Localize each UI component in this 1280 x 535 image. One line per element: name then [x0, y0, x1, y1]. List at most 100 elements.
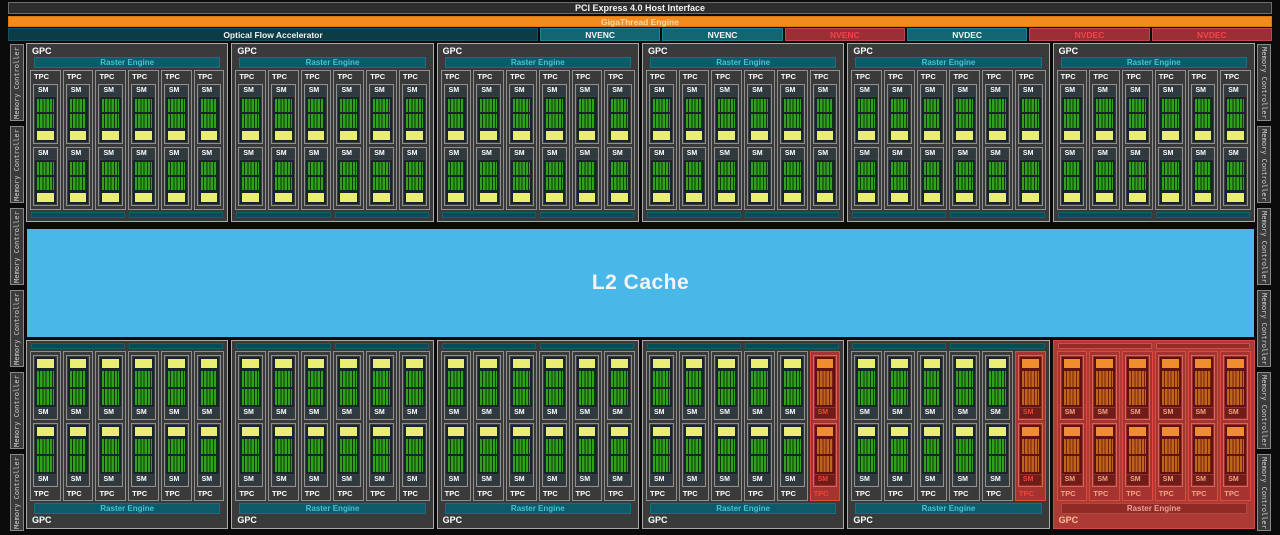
core-grid-row	[200, 114, 218, 128]
sm-label: SM	[445, 407, 467, 418]
core-grid-row	[1194, 114, 1212, 128]
core-grid-row	[69, 114, 87, 128]
cache-band	[1194, 193, 1212, 202]
strip-row	[236, 212, 429, 218]
sm-label: SM	[576, 407, 598, 418]
cache-band	[405, 130, 423, 140]
polymorph-strip	[1057, 212, 1152, 218]
core-array	[650, 357, 672, 407]
memory-controller-label: Memory Controller	[13, 46, 21, 119]
core-grid-row	[340, 456, 358, 472]
sm-label: SM	[650, 86, 672, 96]
tpc-column: TPC SM SM	[333, 70, 365, 210]
cache-band	[447, 359, 465, 368]
cache-band	[989, 359, 1006, 368]
cache-band	[167, 426, 185, 436]
core-array	[478, 357, 500, 407]
gpc-label: GPC	[853, 46, 873, 56]
cache-band	[891, 426, 908, 436]
tpc-label: TPC	[239, 489, 255, 498]
core-array	[921, 97, 943, 142]
tpc-column: SM SM TPC	[300, 351, 332, 501]
sm-stack: SM SM	[1156, 83, 1185, 209]
core-grid-row	[783, 161, 801, 175]
tpc-column: TPC SM SM	[538, 70, 570, 210]
sm-block: SM	[574, 146, 600, 206]
core-array	[814, 357, 836, 407]
core-grid-row	[513, 371, 530, 387]
core-array	[240, 159, 262, 204]
core-grid-row	[1161, 99, 1179, 113]
cache-band	[545, 130, 563, 140]
sm-label: SM	[1159, 475, 1181, 485]
polymorph-strip	[1155, 212, 1250, 218]
core-grid-row	[1096, 371, 1114, 387]
core-grid-row	[923, 371, 941, 387]
cache-band	[1021, 426, 1039, 436]
strip-row	[441, 343, 634, 349]
cache-band	[102, 130, 120, 140]
core-array	[165, 159, 187, 204]
sm-block: SM	[1092, 84, 1118, 144]
core-grid-row	[373, 176, 390, 190]
sm-label: SM	[814, 475, 836, 485]
cache-band	[1227, 130, 1244, 140]
core-array	[67, 97, 89, 142]
core-array	[240, 97, 262, 142]
core-grid-row	[891, 176, 908, 190]
sm-label: SM	[650, 475, 672, 485]
polymorph-strip	[441, 343, 536, 349]
tpc-column: TPC SM SM	[604, 70, 635, 210]
sm-label: SM	[1159, 86, 1181, 96]
sm-block: SM	[854, 422, 880, 487]
tpc-row: SM SM TPC SM SM TPC SM SM TPC SM SM TPC SM SM TPC SM SM T…	[645, 351, 841, 501]
core-array	[1094, 159, 1116, 204]
core-grid-row	[1227, 99, 1244, 113]
cache-band	[858, 193, 876, 202]
sm-label: SM	[133, 148, 154, 159]
core-grid-row	[373, 161, 390, 175]
core-grid-row	[923, 456, 941, 472]
core-grid-row	[307, 388, 325, 405]
cache-band	[447, 426, 465, 436]
sm-block: SM	[163, 84, 189, 144]
core-grid-row	[1096, 438, 1114, 455]
sm-block: SM	[131, 422, 156, 487]
sm-block: SM	[574, 355, 600, 420]
tpc-label: TPC	[477, 72, 493, 81]
core-array	[1061, 424, 1083, 474]
tpc-label: TPC	[444, 72, 460, 81]
core-array	[609, 97, 630, 142]
sm-label: SM	[814, 407, 836, 418]
polymorph-strip	[539, 343, 634, 349]
core-grid-row	[751, 114, 768, 128]
nvdec-block: NVDEC	[1029, 28, 1150, 41]
sm-block: SM	[779, 422, 805, 487]
gpc-block: GPC Raster Engine TPC SM SM TPC SM SM TPC SM SM TPC…	[847, 43, 1050, 222]
memory-controller-strip: Memory Controller	[1257, 290, 1271, 367]
core-grid-row	[513, 99, 530, 113]
sm-block: SM	[336, 422, 362, 487]
tpc-column: SM SM TPC	[678, 351, 710, 501]
gpc-block: SM SM TPC SM SM TPC SM SM TPC SM SM TPC SM SM TPC SM SM T…	[26, 340, 229, 529]
core-array	[749, 159, 770, 204]
core-array	[921, 357, 943, 407]
gpc-block: SM SM TPC SM SM TPC SM SM TPC SM SM TPC SM SM TPC SM SM T…	[641, 340, 845, 529]
tpc-label: TPC	[813, 489, 829, 498]
cache-band	[923, 359, 941, 368]
sm-stack: SM SM	[162, 83, 191, 209]
tpc-label: TPC	[132, 489, 148, 498]
core-grid-row	[1063, 438, 1081, 455]
core-grid-row	[611, 99, 628, 113]
core-grid-row	[1063, 99, 1081, 113]
core-grid-row	[1161, 371, 1179, 387]
sm-block: SM	[779, 146, 805, 206]
tpc-label: TPC	[575, 489, 591, 498]
cache-band	[1096, 359, 1114, 368]
sm-block: SM	[681, 422, 707, 487]
sm-block: SM	[747, 355, 772, 420]
sm-block: SM	[887, 84, 912, 144]
raster-engine-bar: Raster Engine	[444, 57, 631, 68]
sm-stack: SM SM	[1189, 352, 1218, 488]
cache-band	[167, 193, 185, 202]
